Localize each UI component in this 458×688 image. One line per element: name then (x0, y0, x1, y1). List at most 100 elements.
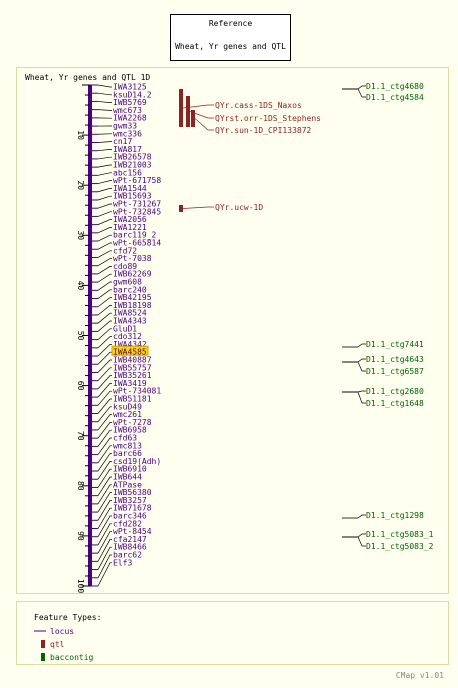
qtl-bar[interactable] (179, 89, 183, 127)
locus-label[interactable]: wmc813 (113, 441, 142, 450)
locus-label[interactable]: IWA1221 (113, 223, 147, 232)
locus-label[interactable]: gwm33 (113, 122, 137, 131)
locus-label[interactable]: wmc261 (113, 410, 142, 419)
locus-label[interactable]: wPt-734081 (113, 387, 161, 396)
qtl-leader (189, 111, 214, 119)
locus-leader (97, 336, 112, 349)
contig-label[interactable]: D1.1_ctg2680 (366, 387, 424, 396)
locus-label[interactable]: wPt-665814 (113, 239, 161, 248)
locus-label[interactable]: IWB644 (113, 473, 142, 482)
locus-label[interactable]: IWA2268 (113, 114, 147, 123)
locus-leader (97, 141, 112, 143)
locus-label[interactable]: cfd282 (113, 519, 142, 528)
contig-group: D1.1_ctg4680 D1.1_ctg4584 D1.1_ctg7441 D1.1… (342, 82, 434, 551)
locus-label[interactable]: barc119_2 (113, 231, 157, 240)
locus-label[interactable]: IWA4585 (113, 348, 147, 357)
locus-label[interactable]: IWB18198 (113, 301, 152, 310)
locus-leader (97, 437, 112, 455)
locus-label[interactable]: IWB21003 (113, 161, 152, 170)
locus-label[interactable]: wPt-7278 (113, 418, 152, 427)
locus-leader (97, 344, 112, 357)
locus-label[interactable]: barc66 (113, 449, 142, 458)
locus-leader (97, 312, 112, 324)
locus-label[interactable]: IWA4343 (113, 317, 147, 326)
locus-label[interactable]: IWB40887 (113, 356, 152, 365)
locus-label[interactable]: IWB35261 (113, 371, 152, 380)
locus-label[interactable]: wPt-731267 (113, 200, 161, 209)
locus-label[interactable]: ksuD14.2 (113, 90, 152, 99)
locus-label[interactable]: IWB62269 (113, 270, 152, 279)
locus-leader (97, 180, 112, 184)
locus-label[interactable]: IWA1544 (113, 184, 147, 193)
qtl-label[interactable]: QYrst.orr-1DS_Stephens (215, 114, 321, 123)
locus-leader (97, 406, 112, 422)
locus-label[interactable]: IWB26578 (113, 153, 152, 162)
contig-label[interactable]: D1.1_ctg1298 (366, 511, 424, 520)
locus-label[interactable]: IWB6958 (113, 426, 147, 435)
locus-label[interactable]: IWB55757 (113, 363, 152, 372)
qtl-bar[interactable] (186, 96, 190, 127)
locus-label[interactable]: gwm608 (113, 278, 142, 287)
locus-label[interactable]: cfd72 (113, 246, 137, 255)
locus-leader (97, 445, 112, 464)
locus-label[interactable]: IWB5769 (113, 98, 147, 107)
locus-label[interactable]: wPt-8454 (113, 527, 152, 536)
qtl-label[interactable]: QYr.ucw-1D (215, 203, 263, 212)
locus-label[interactable]: IWA3125 (113, 83, 147, 92)
qtl-bar[interactable] (191, 110, 195, 127)
locus-label[interactable]: barc240 (113, 285, 147, 294)
contig-label[interactable]: D1.1_ctg5083_1 (366, 530, 434, 539)
locus-label[interactable]: IWB56380 (113, 488, 152, 497)
locus-label[interactable]: IWA817 (113, 145, 142, 154)
axis-tick-label: 20 (76, 180, 85, 190)
locus-label[interactable]: IWA3419 (113, 379, 147, 388)
contig-label[interactable]: D1.1_ctg5083_2 (366, 542, 434, 551)
locus-label[interactable]: GluD1 (113, 324, 137, 333)
locus-label[interactable]: abc156 (113, 168, 142, 177)
map-frame (16, 67, 449, 594)
locus-label[interactable]: cfd63 (113, 434, 137, 443)
locus-label[interactable]: wPt-671758 (113, 176, 161, 185)
locus-label[interactable]: cfa2147 (113, 535, 147, 544)
locus-label[interactable]: wPt-732845 (113, 207, 161, 216)
locus-label[interactable]: wmc336 (113, 129, 142, 138)
locus-leader (97, 515, 112, 537)
locus-label[interactable]: cdo312 (113, 332, 142, 341)
contig-label[interactable]: D1.1_ctg6587 (366, 367, 424, 376)
contig-leader (357, 85, 366, 90)
locus-leader (97, 554, 112, 578)
locus-label[interactable]: cn17 (113, 137, 132, 146)
locus-label[interactable]: ATPase (113, 480, 142, 489)
contig-label[interactable]: D1.1_ctg4584 (366, 93, 424, 102)
locus-label[interactable]: wPt-7038 (113, 254, 152, 263)
locus-label[interactable]: ksuD49 (113, 402, 142, 411)
locus-label[interactable]: IWB71678 (113, 504, 152, 513)
locus-label[interactable]: barc346 (113, 512, 147, 521)
qtl-label[interactable]: QYr.sun-1D_CPI133872 (215, 126, 312, 135)
locus-label[interactable]: barc62 (113, 551, 142, 560)
locus-leader (97, 320, 112, 332)
locus-label[interactable]: IWA4342 (113, 340, 147, 349)
locus-leader (97, 195, 112, 201)
locus-label[interactable]: IWB51181 (113, 395, 152, 404)
locus-label[interactable]: IWB6910 (113, 465, 147, 474)
locus-label[interactable]: IWA8524 (113, 309, 147, 318)
locus-label[interactable]: csd19(Adh) (113, 457, 161, 466)
locus-label[interactable]: wmc673 (113, 106, 142, 115)
contig-label[interactable]: D1.1_ctg1648 (366, 399, 424, 408)
qtl-bar[interactable] (179, 205, 183, 212)
locus-label[interactable]: IWB15693 (113, 192, 152, 201)
locus-label[interactable]: IWB3257 (113, 496, 147, 505)
contig-label[interactable]: D1.1_ctg4643 (366, 355, 424, 364)
map-title[interactable]: Wheat, Yr genes and QTL 1D (25, 73, 150, 82)
contig-label[interactable]: D1.1_ctg7441 (366, 340, 424, 349)
locus-label[interactable]: Elf3 (113, 558, 132, 567)
legend-contig-swatch (41, 653, 45, 661)
locus-label[interactable]: IWB42195 (113, 293, 152, 302)
reference-map-name[interactable]: Wheat, Yr genes and QTL (175, 42, 286, 51)
contig-label[interactable]: D1.1_ctg4680 (366, 82, 424, 91)
locus-label[interactable]: IWB8466 (113, 543, 147, 552)
locus-label[interactable]: IWA2056 (113, 215, 147, 224)
qtl-label[interactable]: QYr.cass-1DS_Naxos (215, 101, 302, 110)
locus-label[interactable]: cdo89 (113, 262, 137, 271)
